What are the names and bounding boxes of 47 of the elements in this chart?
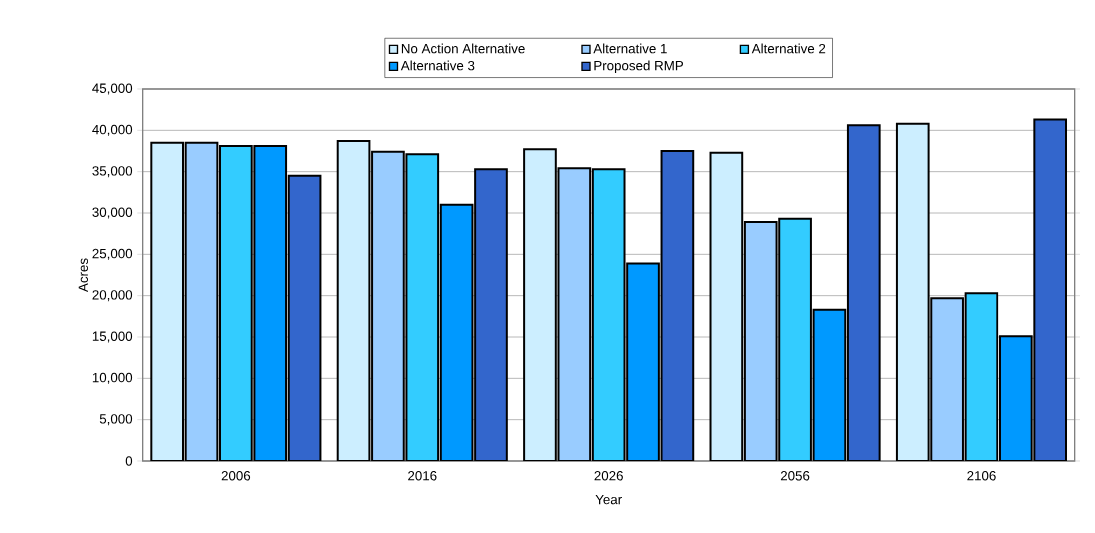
legend-label: Alternative 2 <box>751 43 826 54</box>
x-axis-title: Year <box>595 494 622 505</box>
x-tick-label: 2056 <box>780 471 810 481</box>
bar <box>661 151 694 461</box>
bar <box>710 152 743 461</box>
y-tick-label: 45,000 <box>92 83 133 95</box>
y-axis-title: Acres <box>78 258 89 293</box>
y-tick-label: 20,000 <box>92 290 133 302</box>
bar <box>592 169 625 461</box>
bar <box>930 297 964 461</box>
x-tick-label: 2006 <box>221 471 251 481</box>
bar <box>847 125 880 461</box>
y-tick-label: 15,000 <box>92 331 133 343</box>
legend-label: Alternative 3 <box>400 60 475 71</box>
bar <box>627 263 659 461</box>
bar <box>185 142 218 461</box>
bar <box>372 151 404 461</box>
bar <box>151 142 184 461</box>
bar <box>440 204 473 461</box>
x-tick-label: 2106 <box>967 471 996 481</box>
bar <box>998 335 1033 461</box>
bar <box>337 141 370 461</box>
y-tick-label: 30,000 <box>92 207 133 219</box>
bar <box>406 154 439 461</box>
bar <box>524 149 556 461</box>
y-tick-label: 5,000 <box>99 414 133 426</box>
bar <box>744 222 777 461</box>
bar <box>813 309 846 461</box>
y-tick-label: 25,000 <box>92 248 133 260</box>
bar <box>1033 118 1068 461</box>
legend-label: No Action Alternative <box>401 43 525 54</box>
y-tick-label: 40,000 <box>92 124 133 136</box>
bar <box>254 146 287 461</box>
bar <box>288 175 321 461</box>
bar <box>895 122 930 461</box>
bar <box>475 169 507 461</box>
bar <box>779 218 811 461</box>
legend-label: Alternative 1 <box>593 43 667 54</box>
y-tick-label: 0 <box>125 456 133 466</box>
bar <box>558 168 591 461</box>
y-tick-label: 35,000 <box>92 166 133 178</box>
x-tick-label: 2026 <box>594 471 623 481</box>
bar <box>964 292 999 461</box>
bar <box>220 146 252 461</box>
x-tick-label: 2016 <box>408 471 437 481</box>
legend-label: Proposed RMP <box>594 60 684 73</box>
y-tick-label: 10,000 <box>92 372 133 384</box>
